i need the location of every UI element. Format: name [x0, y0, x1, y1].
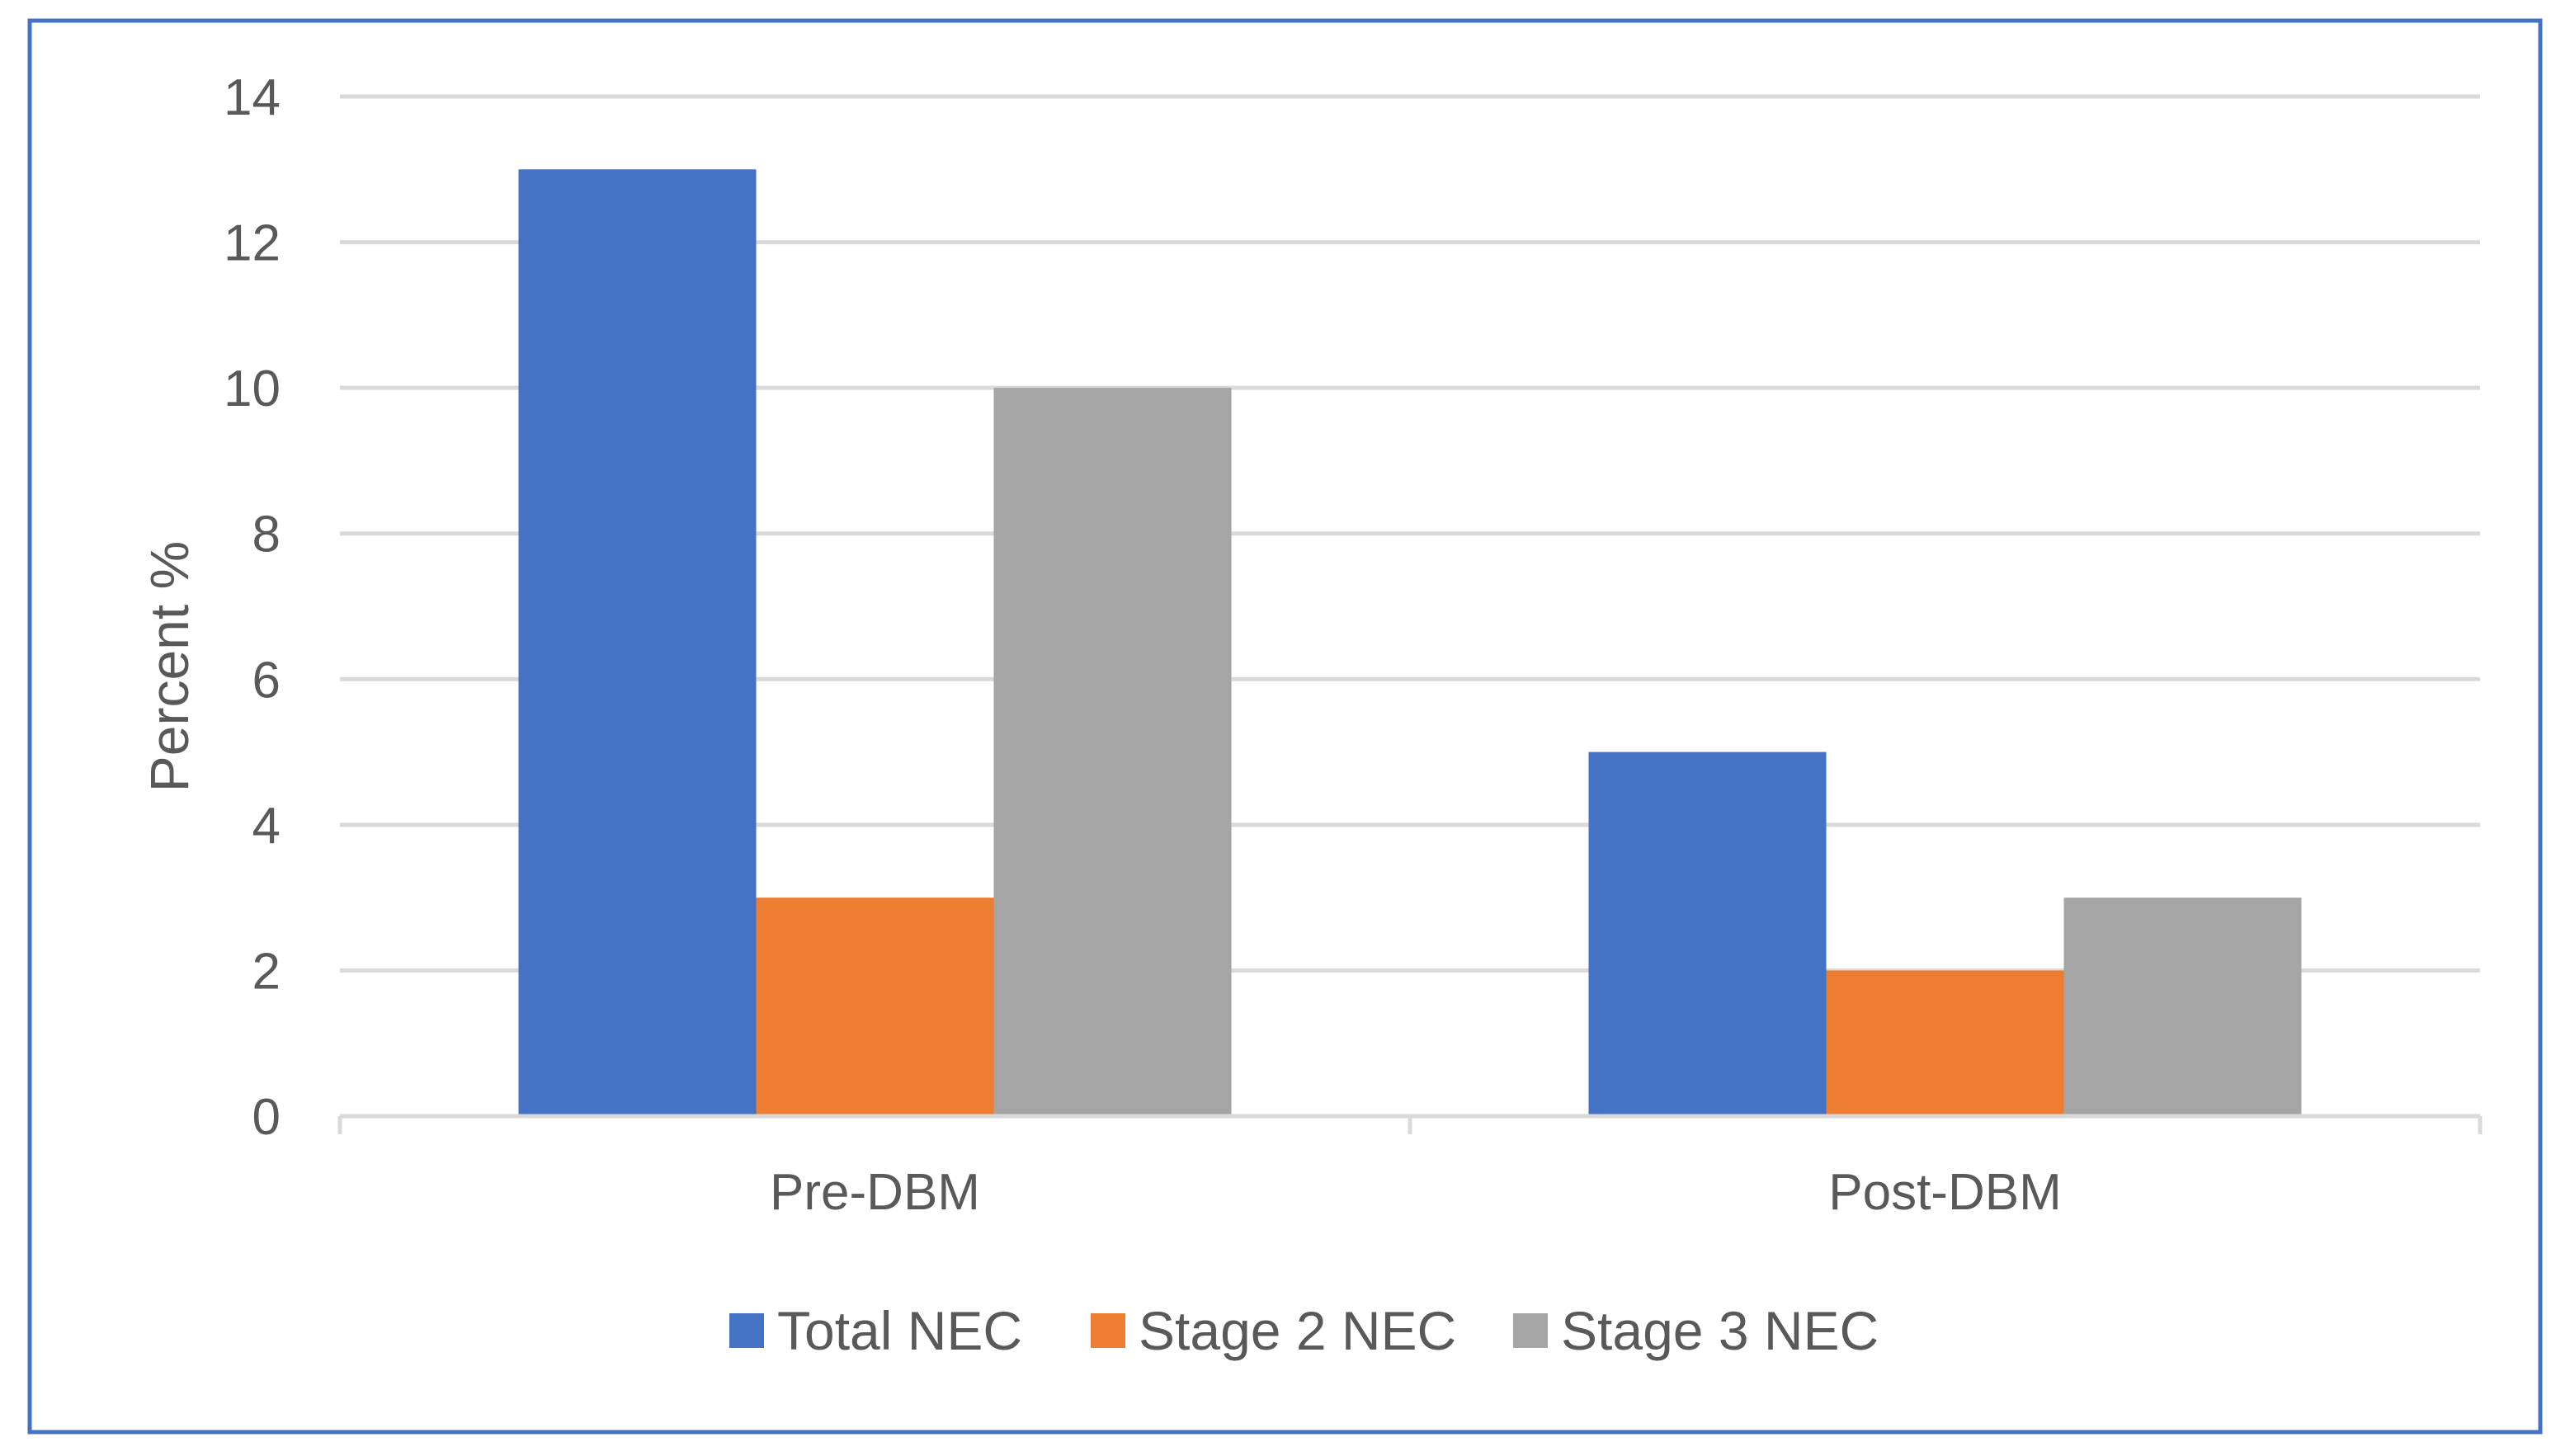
x-tick-label: Post-DBM — [1828, 1164, 2061, 1221]
bar-stage-2-nec-pre-dbm — [756, 898, 994, 1116]
bar-stage-2-nec-post-dbm — [1826, 970, 2064, 1116]
legend-item: Total NEC — [729, 1300, 1022, 1361]
legend-item: Stage 2 NEC — [1091, 1300, 1456, 1361]
bar-total-nec-post-dbm — [1588, 752, 1827, 1116]
y-tick-label: 6 — [252, 652, 281, 709]
y-axis-title: Percent % — [139, 541, 200, 792]
x-axis-ticks: Pre-DBM Post-DBM — [770, 1164, 2062, 1221]
bar-stage-3-nec-post-dbm — [2063, 898, 2302, 1116]
y-tick-label: 10 — [224, 360, 281, 417]
chart-border — [27, 18, 2543, 1435]
legend-item: Stage 3 NEC — [1513, 1300, 1879, 1361]
legend-swatch — [1513, 1313, 1548, 1348]
bars — [518, 169, 2302, 1117]
y-tick-label: 0 — [252, 1089, 281, 1146]
y-axis-ticks: 0 2 4 6 8 10 12 14 — [224, 69, 281, 1146]
x-tick-label: Pre-DBM — [770, 1164, 980, 1221]
legend-label: Stage 2 NEC — [1139, 1300, 1456, 1361]
y-tick-label: 14 — [224, 69, 281, 126]
bar-total-nec-pre-dbm — [518, 169, 757, 1116]
y-tick-label: 8 — [252, 507, 281, 563]
x-axis — [337, 1114, 2483, 1134]
legend-swatch — [729, 1313, 764, 1348]
legend: Total NEC Stage 2 NEC Stage 3 NEC — [729, 1300, 1879, 1361]
y-tick-label: 4 — [252, 798, 281, 855]
y-tick-label: 12 — [224, 215, 281, 272]
legend-label: Stage 3 NEC — [1561, 1300, 1879, 1361]
bar-stage-3-nec-pre-dbm — [993, 388, 1232, 1117]
legend-label: Total NEC — [777, 1300, 1022, 1361]
legend-swatch — [1091, 1313, 1125, 1348]
y-tick-label: 2 — [252, 943, 281, 1000]
